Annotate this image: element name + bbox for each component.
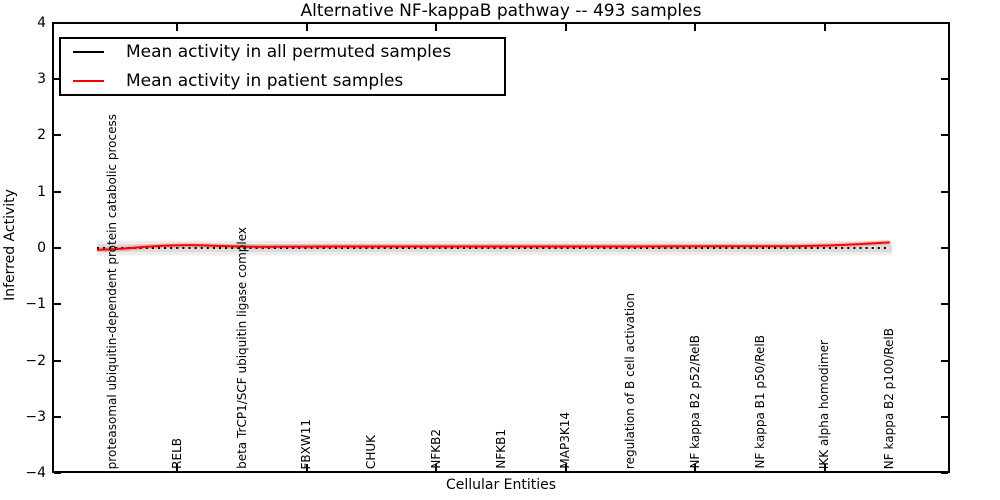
y-tick-mark [941,134,948,137]
y-tick-label: 1 [37,183,46,200]
y-tick-mark [54,21,61,24]
y-tick-label: −3 [25,409,46,426]
y-tick-mark [54,359,61,362]
x-category-label: IKK alpha homodimer [817,339,832,469]
y-tick-mark [941,247,948,249]
permuted-line-sample-icon [73,50,104,53]
x-category-label: beta TrCP1/SCF ubiquitin ligase complex [234,227,249,469]
x-tick-mark [176,464,179,471]
y-tick-mark [941,77,948,80]
x-tick-mark [435,464,438,471]
legend-label: Mean activity in patient samples [126,71,404,92]
patient-line-sample-icon [73,80,104,83]
legend-item-patient: Mean activity in patient samples [61,69,504,95]
x-category-label: RELB [169,438,184,469]
y-tick-mark [941,359,948,362]
plot-area: proteasomal ubiquitin-dependent protein … [52,21,950,475]
x-tick-mark [305,464,308,471]
chart-canvas [96,239,892,256]
patient-mean-line [96,241,890,251]
y-tick-mark [941,472,948,475]
x-category-label: CHUK [364,434,379,469]
x-tick-mark [694,464,697,471]
y-tick-label: −2 [25,352,46,369]
x-category-label: MAP3K14 [558,412,573,469]
x-category-label: NF kappa B2 p52/RelB [687,335,702,469]
y-tick-label: −4 [25,465,46,482]
y-tick-mark [941,190,948,193]
x-category-label: NF kappa B1 p50/RelB [752,335,767,469]
y-tick-mark [941,21,948,24]
y-tick-mark [54,77,61,80]
x-tick-mark [305,24,308,31]
y-tick-mark [941,416,948,419]
x-tick-mark [823,24,826,31]
x-category-label: NFKB1 [493,429,508,469]
x-tick-mark [435,24,438,31]
legend-label: Mean activity in all permuted samples [126,41,452,62]
x-tick-mark [176,24,179,31]
x-category-label: proteasomal ubiquitin-dependent protein … [105,113,119,469]
legend: Mean activity in all permuted samples Me… [59,37,506,96]
y-tick-mark [54,190,61,193]
y-tick-label: 0 [37,240,46,256]
x-tick-mark [694,24,697,31]
y-tick-mark [54,416,61,419]
legend-item-permuted: Mean activity in all permuted samples [61,39,504,65]
y-tick-mark [54,134,61,137]
y-tick-label: −1 [25,296,46,313]
x-category-label: regulation of B cell activation [623,292,638,469]
y-tick-mark [54,247,61,249]
y-tick-mark [54,472,61,475]
y-tick-mark [54,303,61,306]
x-tick-mark [564,24,567,31]
x-axis-label: Cellular Entities [445,477,557,493]
y-tick-mark [941,303,948,306]
chart-title: Alternative NF-kappaB pathway -- 493 sam… [300,1,702,21]
y-tick-label: 2 [37,127,46,144]
x-category-label: NF kappa B2 p100/RelB [882,327,897,469]
x-tick-mark [823,464,826,471]
y-tick-label: 4 [37,14,46,31]
x-category-label: NFKB2 [428,429,443,469]
x-category-label: FBXW11 [299,418,314,470]
y-tick-label: 3 [37,70,46,87]
x-tick-mark [564,464,567,471]
